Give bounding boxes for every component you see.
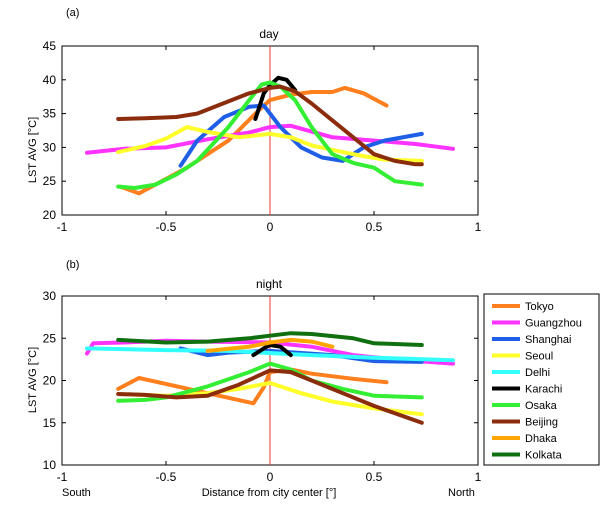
series-karachi <box>251 343 293 358</box>
y-tick-label: 40 <box>43 73 57 87</box>
legend-item-seoul: Seoul <box>525 351 553 363</box>
legend-item-delhi: Delhi <box>525 367 550 379</box>
y-tick-label: 20 <box>43 374 57 388</box>
y-tick-label: 10 <box>43 458 57 472</box>
panel-b-label: (b) <box>66 259 79 271</box>
series-osaka <box>116 361 424 403</box>
series-dhaka <box>205 337 335 353</box>
legend-item-dhaka: Dhaka <box>525 433 558 445</box>
series-osaka <box>116 80 424 190</box>
panel-b-title: night <box>256 277 283 291</box>
panel-a-ylabel: LST AVG [°C] <box>27 117 39 183</box>
legend-item-guangzhou: Guangzhou <box>525 318 582 330</box>
x-axis-label: Distance from city center [°] <box>202 487 337 499</box>
x-tick-label: 1 <box>475 220 482 234</box>
y-tick-label: 30 <box>43 140 57 154</box>
panel-a-label: (a) <box>66 7 79 19</box>
direction-north: North <box>448 487 475 499</box>
y-tick-label: 30 <box>43 289 57 303</box>
direction-south: South <box>62 487 91 499</box>
x-tick-label: -1 <box>57 470 68 484</box>
panel-day: (a) day LST AVG [°C] -1 -0.5 0 0.5 1 20 25 30 35… <box>27 7 482 234</box>
legend-item-karachi: Karachi <box>525 384 562 396</box>
x-tick-label: 0 <box>267 220 274 234</box>
panel-b-ylabel: LST AVG [°C] <box>27 347 39 413</box>
y-tick-label: 35 <box>43 107 57 121</box>
legend-item-shanghai: Shanghai <box>525 334 572 346</box>
series-kolkata <box>116 331 424 347</box>
series-beijing <box>116 368 424 425</box>
legend: Tokyo Guangzhou Shanghai Seoul Delhi Karachi O… <box>483 293 600 466</box>
x-tick-label: 1 <box>475 470 482 484</box>
series-beijing <box>116 84 424 167</box>
series-shanghai <box>178 346 424 364</box>
series-delhi <box>85 346 455 363</box>
x-tick-label: -0.5 <box>156 220 177 234</box>
legend-item-beijing: Beijing <box>525 417 558 429</box>
panel-night: (b) night LST AVG [°C] -1 -0.5 0 0.5 1 10 15 20… <box>27 259 482 484</box>
y-tick-label: 20 <box>43 208 57 222</box>
y-tick-label: 25 <box>43 174 57 188</box>
legend-item-osaka: Osaka <box>525 400 558 412</box>
series-seoul <box>116 125 424 163</box>
x-tick-label: 0.5 <box>366 220 383 234</box>
y-tick-label: 25 <box>43 331 57 345</box>
x-tick-label: -1 <box>57 220 68 234</box>
y-tick-label: 15 <box>43 416 57 430</box>
y-tick-label: 45 <box>43 39 57 53</box>
series-karachi <box>253 75 297 121</box>
panel-a-title: day <box>259 27 278 41</box>
x-tick-label: -0.5 <box>156 470 177 484</box>
legend-item-tokyo: Tokyo <box>525 301 554 313</box>
legend-item-kolkata: Kolkata <box>525 450 563 462</box>
x-tick-label: 0 <box>267 470 274 484</box>
x-tick-label: 0.5 <box>366 470 383 484</box>
